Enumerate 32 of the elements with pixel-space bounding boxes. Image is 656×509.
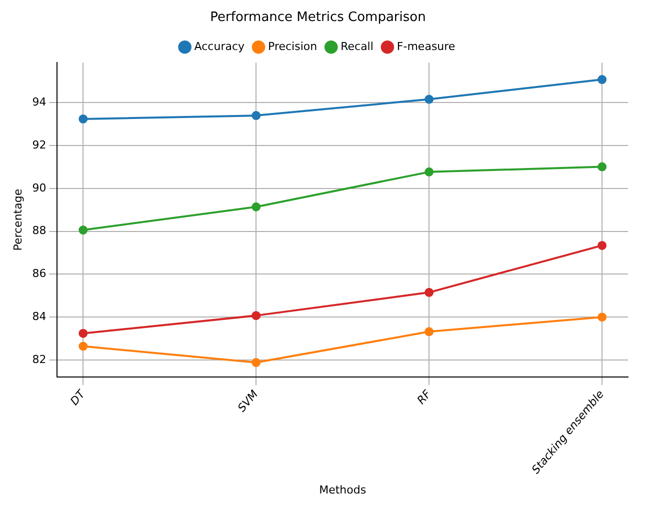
y-tick-label: 86 — [32, 267, 46, 280]
x-tick-label: RF — [414, 387, 434, 407]
chart-title: Performance Metrics Comparison — [210, 10, 426, 26]
legend-label: Accuracy — [194, 40, 246, 53]
point — [252, 358, 261, 368]
legend-label: F-measure — [396, 40, 456, 53]
point — [78, 114, 88, 124]
point — [78, 342, 88, 351]
legend-label: Precision — [268, 40, 318, 53]
point — [424, 288, 434, 297]
y-tick-label: 88 — [32, 224, 46, 238]
point — [424, 167, 434, 176]
point — [598, 75, 607, 84]
point — [424, 94, 434, 104]
point — [252, 311, 261, 320]
point — [78, 328, 88, 338]
x-tick-label: DT — [68, 386, 88, 408]
y-axis-title: Percentage — [11, 188, 24, 251]
point — [598, 240, 607, 250]
legend-label: Recall — [340, 40, 374, 53]
y-tick-label: 90 — [32, 181, 46, 194]
point — [424, 327, 434, 336]
point — [598, 162, 607, 172]
point — [252, 111, 261, 120]
point — [78, 226, 88, 235]
y-tick-label: 94 — [32, 96, 46, 109]
y-tick-label: 84 — [32, 310, 46, 323]
x-axis-title: Methods — [319, 483, 366, 496]
point — [252, 202, 261, 212]
point — [598, 312, 607, 322]
y-tick-label: 82 — [32, 352, 46, 366]
y-tick-label: 92 — [32, 138, 46, 152]
